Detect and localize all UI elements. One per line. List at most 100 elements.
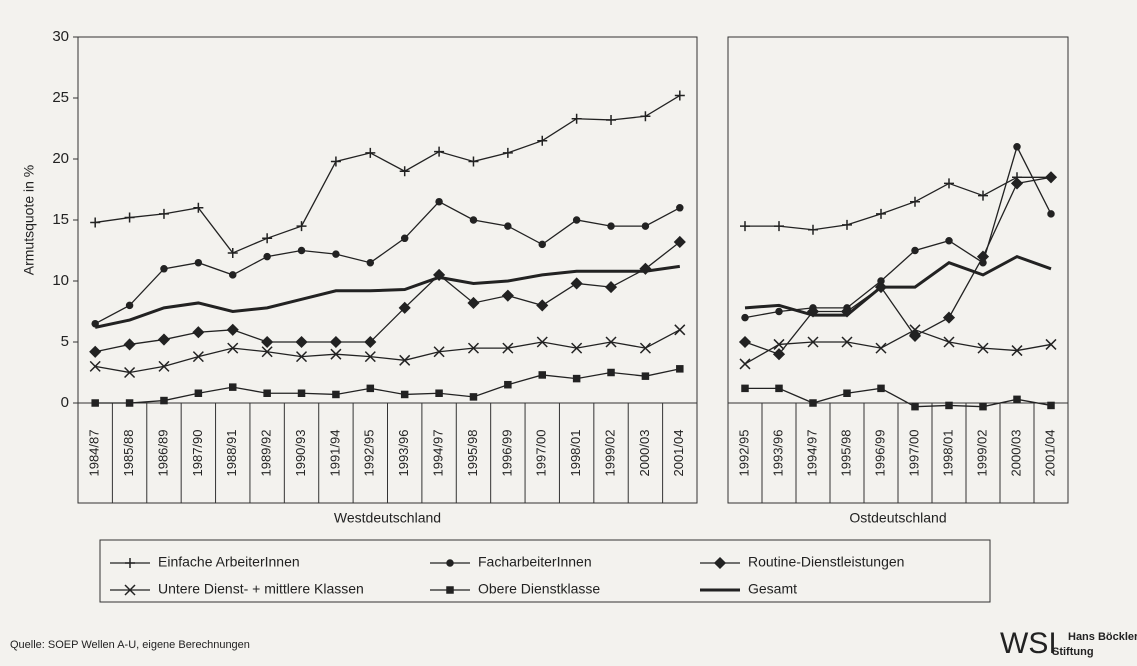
data-point <box>366 384 375 393</box>
y-tick-label: 30 <box>52 28 69 45</box>
x-tick-label: 1989/92 <box>259 430 274 477</box>
data-point <box>538 240 546 249</box>
data-point <box>332 390 340 399</box>
data-point <box>434 146 445 157</box>
data-point <box>911 246 919 255</box>
data-point <box>606 114 617 125</box>
data-point <box>398 301 411 314</box>
data-point <box>469 216 478 224</box>
data-point <box>501 289 514 302</box>
data-point <box>194 389 203 397</box>
data-point <box>229 383 237 391</box>
data-point <box>809 399 817 407</box>
data-point <box>158 360 170 372</box>
series-line <box>744 176 1052 355</box>
data-point <box>502 342 514 354</box>
x-tick-label: 1994/97 <box>804 430 819 477</box>
data-point <box>536 299 549 312</box>
data-point <box>911 402 919 411</box>
series-line <box>745 387 1052 408</box>
data-point <box>435 197 443 206</box>
data-point <box>400 390 409 399</box>
legend-marker <box>713 556 727 570</box>
data-point <box>90 217 101 228</box>
data-point <box>262 233 273 244</box>
x-tick-label: 2001/04 <box>1042 430 1057 477</box>
legend-label: Routine-Dienstleistungen <box>748 554 904 570</box>
x-tick-label: 1993/96 <box>396 430 411 477</box>
data-point <box>469 393 478 401</box>
x-tick-label: 1987/90 <box>190 430 205 477</box>
x-tick-label: 1997/00 <box>906 430 921 477</box>
series-line <box>95 329 681 374</box>
data-point <box>467 342 480 354</box>
x-tick-label: 2000/03 <box>637 430 652 477</box>
data-point <box>123 338 136 351</box>
data-point <box>124 366 136 379</box>
data-point <box>674 324 686 336</box>
data-point <box>226 323 239 336</box>
data-point <box>772 348 786 361</box>
data-point <box>908 329 922 342</box>
x-tick-label: 1993/96 <box>770 430 785 477</box>
data-point <box>945 236 953 245</box>
x-tick-label: 1998/01 <box>568 430 583 477</box>
data-point <box>607 368 615 377</box>
data-point <box>229 271 237 279</box>
data-point <box>158 208 169 219</box>
data-point <box>774 221 784 232</box>
data-point <box>741 384 749 393</box>
data-point <box>192 351 204 363</box>
logo: WSI <box>1000 627 1057 660</box>
data-point <box>1011 345 1023 357</box>
series-line <box>94 200 681 325</box>
y-tick-label: 15 <box>52 211 69 228</box>
y-tick-label: 0 <box>61 394 69 411</box>
data-point <box>640 111 651 122</box>
data-point <box>978 190 988 201</box>
data-point <box>89 345 102 358</box>
data-point <box>537 135 548 146</box>
x-tick-label: 1984/87 <box>87 430 102 477</box>
legend-marker <box>125 558 135 568</box>
data-point <box>399 166 410 177</box>
data-point <box>674 90 685 101</box>
x-tick-label: 1990/93 <box>293 430 308 477</box>
data-point <box>843 389 851 397</box>
data-point <box>89 360 101 372</box>
data-point <box>739 358 751 370</box>
legend-marker <box>446 586 454 594</box>
data-point <box>641 222 650 230</box>
x-tick-label: 1994/97 <box>431 430 446 477</box>
legend-box <box>99 539 991 603</box>
data-point <box>877 384 885 393</box>
data-point <box>192 326 205 339</box>
data-point <box>909 324 921 336</box>
y-tick-label: 25 <box>52 89 69 106</box>
data-point <box>504 222 512 230</box>
data-point <box>607 222 615 230</box>
data-point <box>1045 338 1057 350</box>
data-point <box>740 221 750 232</box>
legend-label: Untere Dienst- + mittlere Klassen <box>158 581 364 597</box>
data-point <box>842 219 852 230</box>
data-point <box>673 235 686 249</box>
data-point <box>125 399 134 407</box>
data-point <box>1044 171 1058 184</box>
data-point <box>364 335 377 349</box>
x-tick-label: 1988/91 <box>224 430 239 477</box>
data-point <box>91 399 99 407</box>
data-point <box>676 204 684 212</box>
data-point <box>502 147 513 158</box>
data-point <box>875 342 887 354</box>
data-point <box>297 246 306 255</box>
data-point <box>297 389 306 397</box>
data-point <box>1010 177 1024 190</box>
data-point <box>775 384 783 393</box>
data-point <box>1047 401 1055 410</box>
data-point <box>775 307 783 316</box>
series-line <box>94 264 681 329</box>
data-point <box>876 208 886 219</box>
data-point <box>977 342 989 354</box>
data-point <box>538 371 546 379</box>
